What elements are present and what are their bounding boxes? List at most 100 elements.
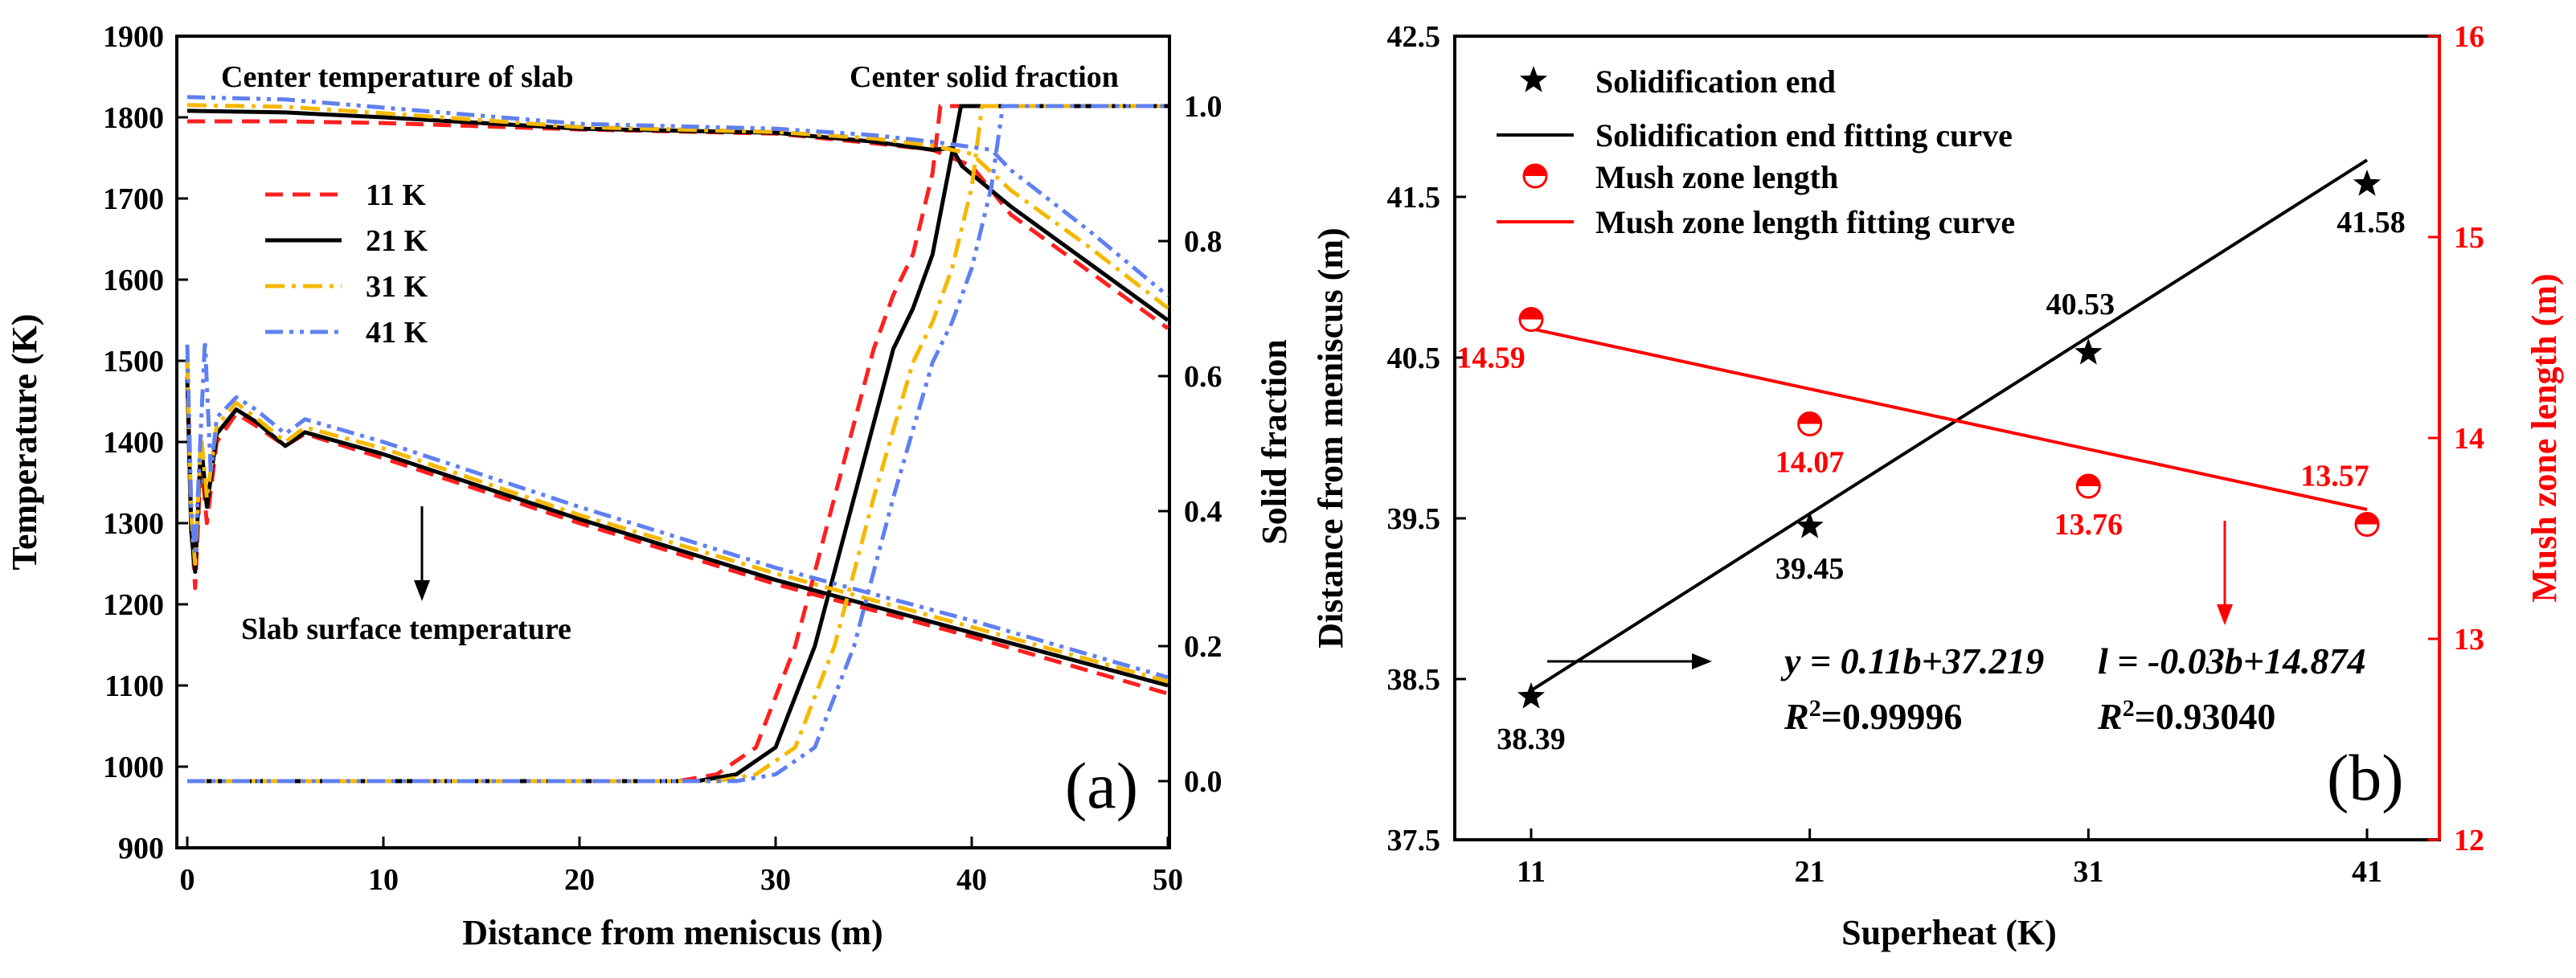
b-y2-tick-label: 15 [2454,221,2484,255]
solidification-point-label: 38.39 [1497,722,1566,756]
a-y-tick-label: 1600 [103,264,164,297]
panel-a-label: (a) [1065,749,1138,822]
panel-a-y-axis-label: Temperature (K) [5,314,44,571]
solidification-point-star-icon [2074,338,2103,365]
mush-r2-value: 0.93040 [2156,696,2276,737]
a-y2-tick-label: 0.6 [1184,360,1222,394]
solidification-point-label: 41.58 [2336,206,2406,239]
legend-label: 21 K [366,224,428,258]
b-y2-tick-label: 12 [2454,824,2484,857]
panel-a-ticks: 0 10 20 30 40 50 900 1000 1100 1200 1300 1400 1500 16… [103,20,1222,897]
a-x-tick-label: 40 [956,863,987,897]
panel-b-ticks: 11 21 31 41 37.5 38.5 39.5 40.5 41.5 42.5 12 13 14 15… [1387,20,2485,889]
panel-b-x-axis-label: Superheat (K) [1841,913,2057,952]
mush-point-half-circle-icon [2354,512,2380,537]
legend-label: 11 K [366,178,426,212]
a-y2-tick-label: 1.0 [1184,90,1222,124]
half-circle-fill [1524,165,1546,176]
a-x-tick-label: 10 [368,863,399,897]
solidification-point-star-icon [2353,170,2381,196]
half-circle-fill [1798,412,1821,424]
panel-b-y-axis-label: Distance from meniscus (m) [1311,227,1350,648]
solidification-fit-r2: R2=0.99996 [1784,695,1962,738]
a-x-tick-label: 50 [1153,863,1183,897]
legend-label: Mush zone length fitting curve [1595,204,2015,240]
b-y2-tick-label: 13 [2454,623,2484,657]
mush-point-half-circle-icon [1797,411,1823,436]
b-x-tick-label: 11 [1517,855,1546,889]
series-41-k-surface-temperature [185,338,1169,680]
a-y-tick-label: 1400 [103,426,164,460]
mush-point-label: 13.57 [2300,460,2369,493]
b-y-tick-label: 41.5 [1387,181,1441,215]
series-41-k-solid-fraction [187,104,1168,784]
mush-fit-arrowhead [2217,604,2233,625]
panel-b-series: 38.39 39.45 40.53 41.58 14.59 14.07 13.76 13.57 [1456,158,2406,756]
a-y-tick-label: 1300 [103,507,164,541]
solidification-point-star-icon [1796,512,1824,538]
mush-point-label: 14.07 [1775,446,1845,480]
solidification-r2-value: 0.99996 [1842,696,1963,737]
a-x-tick-label: 20 [564,863,595,897]
half-circle-fill [1520,308,1542,320]
solidification-point-label: 40.53 [2046,288,2115,321]
series-11-k-surface-temperature [185,360,1169,696]
a-y-tick-label: 1800 [103,101,164,135]
mush-point-half-circle-icon [1518,307,1544,332]
b-y-tick-label: 42.5 [1387,20,1441,54]
a-y-tick-label: 1200 [103,588,164,622]
series-41-k-center-temperature [186,95,1169,298]
panel-a: 0 10 20 30 40 50 900 1000 1100 1200 1300 1400 1500 16… [5,20,1294,952]
panel-a-y2-axis-label: Solid fraction [1255,339,1294,544]
legend-star-icon [1519,66,1548,92]
surface-temperature-arrowhead [414,580,430,601]
solidification-fit-equation: y = 0.11b+37.219 [1780,640,2044,681]
a-x-tick-label: 0 [180,863,195,897]
b-x-tick-label: 41 [2352,855,2382,889]
b-y2-tick-label: 14 [2454,422,2484,456]
panel-b-label: (b) [2327,741,2404,814]
series-21-k-center-temperature [186,108,1169,322]
mush-point-label: 13.76 [2054,508,2123,542]
half-circle-fill [2077,475,2100,486]
solidification-point-star-icon [1517,682,1546,709]
half-circle-fill [2356,513,2378,525]
b-x-tick-label: 21 [1795,855,1825,889]
series-11-k-center-temperature [187,119,1169,330]
b-x-tick-label: 31 [2073,855,2103,889]
a-y-tick-label: 1900 [103,20,164,54]
panel-a-x-axis-label: Distance from meniscus (m) [462,913,883,952]
series-31-k-center-temperature [186,103,1169,310]
a-x-tick-label: 30 [760,863,791,897]
legend-label: Mush zone length [1595,159,1838,195]
solidification-fit-arrowhead [1692,653,1712,669]
a-y-tick-label: 900 [118,832,164,865]
series-31-k-solid-fraction [187,104,1168,784]
b-y-tick-label: 37.5 [1387,824,1441,857]
panel-b-legend: Solidification end Solidification end fit… [1497,63,2015,240]
mush-fit-equation: l = -0.03b+14.874 [2098,640,2366,681]
a-y-tick-label: 1700 [103,182,164,216]
panel-a-series [185,95,1169,784]
a-y-tick-label: 1100 [104,669,164,703]
solidification-point-label: 39.45 [1775,552,1845,586]
b-y-tick-label: 39.5 [1387,502,1441,536]
a-y-tick-label: 1500 [103,345,164,379]
series-21-k-solid-fraction [187,104,1168,784]
center-temperature-annotation: Center temperature of slab [221,60,574,94]
legend-label: 31 K [366,270,428,304]
b-y-tick-label: 38.5 [1387,663,1441,697]
center-solid-fraction-annotation: Center solid fraction [850,60,1119,94]
mush-fit-line [1530,327,2368,511]
panel-a-legend: 11 K 21 K 31 K 41 K [265,178,428,350]
surface-temperature-annotation: Slab surface temperature [241,612,571,646]
legend-half-circle-icon [1522,163,1548,189]
a-y-tick-label: 1000 [103,751,164,784]
panel-b-y2-axis-label: Mush zone length (m) [2525,273,2564,602]
b-y2-tick-label: 16 [2454,20,2484,54]
legend-label: 41 K [366,316,428,350]
legend-label: Solidification end [1595,63,1836,100]
a-y2-tick-label: 0.0 [1184,765,1222,799]
a-y2-tick-label: 0.8 [1184,225,1222,259]
